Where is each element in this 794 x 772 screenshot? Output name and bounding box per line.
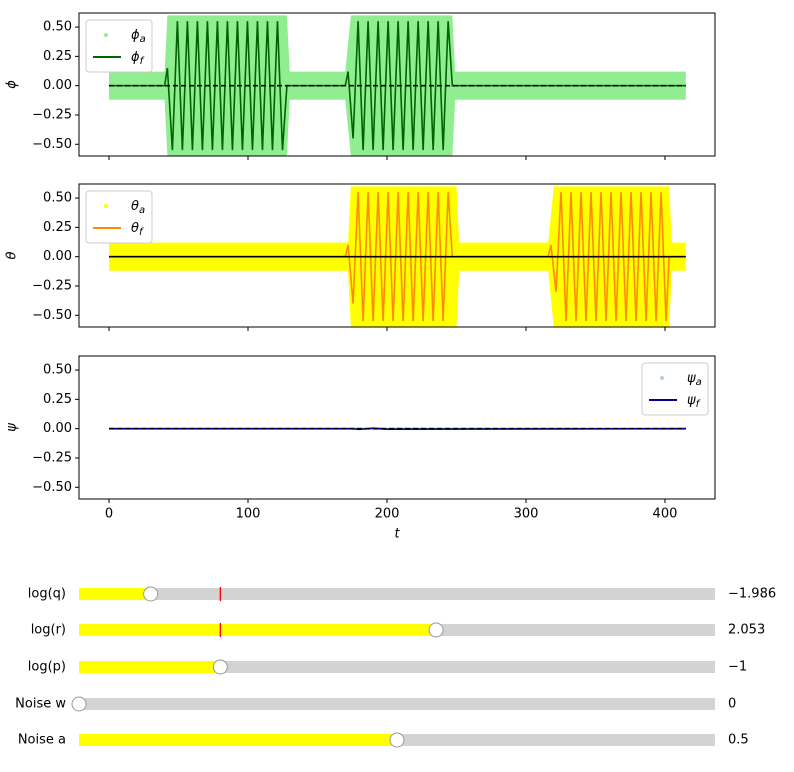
axes-frame bbox=[78, 355, 716, 500]
x-axis-label: t bbox=[394, 527, 400, 542]
slider-track bbox=[79, 698, 715, 710]
axes-frame bbox=[78, 12, 716, 157]
legend-marker bbox=[104, 33, 108, 37]
x-tick-label: 300 bbox=[514, 507, 539, 522]
y-axis-label: ψ bbox=[5, 423, 20, 432]
y-tick-label: −0.25 bbox=[32, 107, 72, 122]
slider-label: log(p) bbox=[28, 660, 66, 675]
x-tick-label: 100 bbox=[236, 507, 261, 522]
slider-track bbox=[79, 661, 715, 673]
y-tick-label: −0.50 bbox=[32, 480, 72, 495]
axes-frame bbox=[78, 183, 716, 328]
slider-label: log(q) bbox=[28, 587, 66, 602]
line bbox=[109, 192, 686, 322]
y-tick-label: 0.25 bbox=[43, 220, 72, 235]
y-tick-label: 0.50 bbox=[43, 363, 72, 378]
legend-label: θf bbox=[131, 221, 144, 239]
legend-box bbox=[85, 190, 153, 244]
plot-area bbox=[109, 15, 686, 156]
legend-box bbox=[641, 362, 709, 416]
slider-label: log(r) bbox=[31, 623, 66, 638]
slider-value: 0 bbox=[728, 697, 736, 712]
x-tick-label: 200 bbox=[375, 507, 400, 522]
legend-label: ψa bbox=[687, 371, 702, 389]
slider-fill bbox=[79, 588, 151, 600]
y-tick-label: 0.50 bbox=[43, 20, 72, 35]
y-tick-label: 0.25 bbox=[43, 49, 72, 64]
legend-label: ψf bbox=[687, 393, 701, 411]
slider-fill bbox=[79, 661, 221, 673]
y-tick-label: −0.25 bbox=[32, 278, 72, 293]
legend-marker bbox=[104, 204, 108, 208]
legend-marker bbox=[660, 376, 664, 380]
legend-label: ϕa bbox=[131, 28, 146, 46]
plot-area bbox=[109, 186, 686, 327]
plot-area bbox=[109, 427, 686, 431]
y-tick-label: 0.50 bbox=[43, 191, 72, 206]
y-tick-label: 0.00 bbox=[43, 249, 72, 264]
x-tick-label: 0 bbox=[105, 507, 113, 522]
y-tick-label: −0.25 bbox=[32, 450, 72, 465]
y-axis-label: θ bbox=[5, 251, 20, 259]
slider-knob[interactable] bbox=[71, 696, 87, 712]
y-axis-label: ϕ bbox=[5, 80, 20, 89]
slider-label: Noise a bbox=[18, 733, 66, 748]
y-tick-label: 0.25 bbox=[43, 392, 72, 407]
slider-label: Noise w bbox=[15, 697, 66, 712]
slider-track bbox=[79, 588, 715, 600]
legend-box bbox=[85, 19, 153, 73]
slider-knob[interactable] bbox=[212, 659, 228, 675]
y-tick-label: −0.50 bbox=[32, 137, 72, 152]
slider-knob[interactable] bbox=[389, 732, 405, 748]
legend-label: ϕf bbox=[131, 50, 145, 68]
y-tick-label: 0.00 bbox=[43, 78, 72, 93]
slider-value: −1.986 bbox=[728, 587, 776, 602]
y-tick-label: −0.50 bbox=[32, 308, 72, 323]
slider-value: 0.5 bbox=[728, 733, 749, 748]
slider-fill bbox=[79, 734, 397, 746]
slider-fill bbox=[79, 624, 437, 636]
line bbox=[109, 21, 686, 151]
slider-knob[interactable] bbox=[143, 586, 159, 602]
slider-value: 2.053 bbox=[728, 623, 765, 638]
slider-knob[interactable] bbox=[428, 622, 444, 638]
x-tick-label: 400 bbox=[653, 507, 678, 522]
slider-value: −1 bbox=[728, 660, 747, 675]
y-tick-label: 0.00 bbox=[43, 421, 72, 436]
legend-label: θa bbox=[131, 199, 145, 217]
